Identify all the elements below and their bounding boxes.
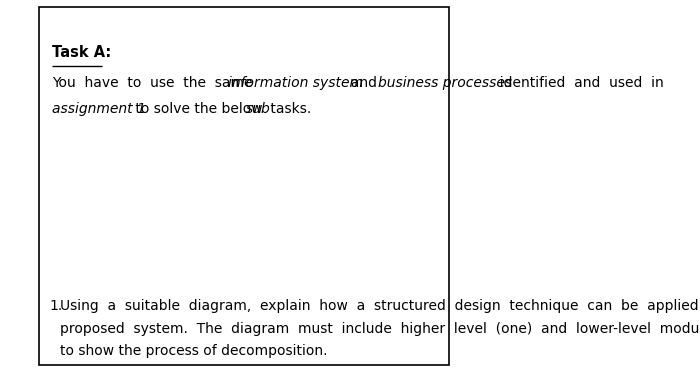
Text: Using  a  suitable  diagram,  explain  how  a  structured  design  technique  ca: Using a suitable diagram, explain how a … [60, 299, 700, 314]
Text: You  have  to  use  the  same: You have to use the same [52, 76, 262, 90]
Text: assignment 1: assignment 1 [52, 102, 146, 116]
Text: Task A:: Task A: [52, 45, 111, 60]
Text: 1.: 1. [49, 299, 62, 314]
Text: sub: sub [246, 102, 270, 116]
Text: and: and [342, 76, 385, 90]
Text: to solve the below: to solve the below [131, 102, 267, 116]
Text: tasks.: tasks. [266, 102, 312, 116]
Text: information system: information system [228, 76, 363, 90]
Text: identified  and  used  in: identified and used in [491, 76, 664, 90]
Text: proposed  system.  The  diagram  must  include  higher  level  (one)  and  lower: proposed system. The diagram must includ… [60, 322, 700, 336]
Text: to show the process of decomposition.: to show the process of decomposition. [60, 344, 328, 358]
Text: business processes: business processes [378, 76, 512, 90]
